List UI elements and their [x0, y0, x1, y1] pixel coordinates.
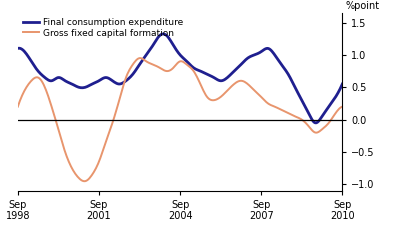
Final consumption expenditure — [340, 83, 345, 85]
Y-axis label: %point: %point — [345, 1, 380, 11]
Final consumption expenditure — [161, 33, 166, 35]
Final consumption expenditure — [210, 75, 214, 78]
Line: Final consumption expenditure: Final consumption expenditure — [18, 34, 342, 123]
Final consumption expenditure — [215, 78, 220, 81]
Gross fixed capital formation — [210, 99, 214, 101]
Final consumption expenditure — [310, 120, 315, 122]
Final consumption expenditure — [314, 121, 319, 124]
Gross fixed capital formation — [82, 180, 87, 183]
Gross fixed capital formation — [216, 97, 221, 100]
Gross fixed capital formation — [340, 105, 345, 108]
Gross fixed capital formation — [15, 105, 20, 108]
Final consumption expenditure — [17, 47, 21, 49]
Final consumption expenditure — [290, 81, 295, 83]
Line: Gross fixed capital formation: Gross fixed capital formation — [18, 58, 342, 181]
Gross fixed capital formation — [211, 99, 216, 102]
Final consumption expenditure — [208, 75, 213, 77]
Gross fixed capital formation — [312, 131, 316, 133]
Gross fixed capital formation — [138, 57, 143, 59]
Final consumption expenditure — [15, 47, 20, 50]
Gross fixed capital formation — [17, 102, 21, 105]
Gross fixed capital formation — [291, 114, 296, 117]
Legend: Final consumption expenditure, Gross fixed capital formation: Final consumption expenditure, Gross fix… — [22, 17, 184, 39]
